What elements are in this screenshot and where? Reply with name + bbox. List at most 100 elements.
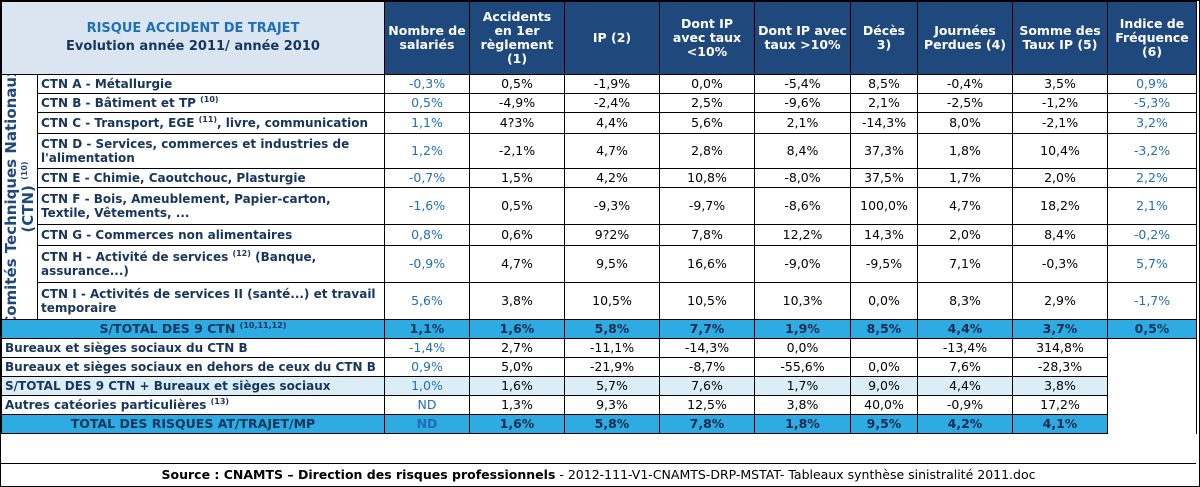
row-label-text: S/TOTAL DES 9 CTN + Bureaux et sièges so… <box>5 379 331 393</box>
table-cell: -14,3% <box>850 112 918 134</box>
table-cell: -1,7% <box>1107 282 1197 320</box>
table-cell: 0,5% <box>469 187 565 225</box>
table-cell: 18,2% <box>1012 187 1108 225</box>
table-cell: -28,3% <box>1012 357 1108 377</box>
table-cell: -0,4% <box>917 74 1013 94</box>
row-label: CTN I - Activités de services II (santé.… <box>37 282 385 320</box>
table-cell: 4,4% <box>917 376 1013 396</box>
table-cell: 9,3% <box>564 395 660 415</box>
table-cell: 5,0% <box>469 357 565 377</box>
table-cell: -8,7% <box>659 357 755 377</box>
table-cell: 7,8% <box>659 414 755 434</box>
table-cell: 1,2% <box>384 133 470 169</box>
table-cell: 0,8% <box>384 224 470 246</box>
col-header-accidents: Accidents en 1er règlement (1) <box>469 1 565 75</box>
table-cell: 1,3% <box>469 395 565 415</box>
row-label: CTN A - Métallurgie <box>37 74 385 94</box>
table-cell: 4,7% <box>469 245 565 283</box>
table-cell: 0,5% <box>469 74 565 94</box>
source-bold: Source : CNAMTS – Direction des risques … <box>161 467 556 482</box>
table-cell: 0,0% <box>850 282 918 320</box>
table-cell: 1,1% <box>384 319 470 339</box>
table-cell: 7,8% <box>659 224 755 246</box>
table-cell: -9,3% <box>564 187 660 225</box>
table-cell: -2,4% <box>564 93 660 113</box>
col-header-ip-gt10: Dont IP avec taux >10% <box>754 1 851 75</box>
table-cell: 2,1% <box>850 93 918 113</box>
table-cell: 14,3% <box>850 224 918 246</box>
table-title: RISQUE ACCIDENT DE TRAJET Evolution anné… <box>1 1 385 75</box>
row-label-text: CTN B - Bâtiment et TP <box>41 96 196 110</box>
table-cell: 0,0% <box>850 357 918 377</box>
row-label-text-cont: , livre, communication <box>217 116 369 130</box>
table-cell: 2,9% <box>1012 282 1108 320</box>
row-label: CTN H - Activité de services (12) (Banqu… <box>37 245 385 283</box>
col-header-indice: Indice de Fréquence (6) <box>1107 1 1197 75</box>
table-cell: -0,3% <box>1012 245 1108 283</box>
col-header-ip-lt10: Dont IP avec taux <10% <box>659 1 755 75</box>
table-cell: 1,5% <box>469 168 565 188</box>
table-cell: 9,5% <box>564 245 660 283</box>
table-cell: 7,7% <box>659 319 755 339</box>
table-cell: -2,1% <box>469 133 565 169</box>
table-cell: 8,4% <box>1012 224 1108 246</box>
table-cell: 7,6% <box>917 357 1013 377</box>
table-cell: 8,4% <box>754 133 851 169</box>
table-cell: 40,0% <box>850 395 918 415</box>
table-cell: 8,3% <box>917 282 1013 320</box>
row-label-text: CTN D - Services, commerces et industrie… <box>41 137 350 165</box>
table-cell: 2,1% <box>1107 187 1197 225</box>
table-cell: 1,8% <box>754 414 851 434</box>
risk-table: RISQUE ACCIDENT DE TRAJET Evolution anné… <box>1 1 1197 434</box>
title-line1: RISQUE ACCIDENT DE TRAJET <box>86 21 300 36</box>
row-label-text: CTN I - Activités de services II (santé.… <box>41 287 376 315</box>
table-cell: 2,2% <box>1107 168 1197 188</box>
row-label-text: CTN C - Transport, EGE <box>41 116 195 130</box>
table-cell: 2,1% <box>754 112 851 134</box>
row-label-text: CTN H - Activité de services <box>41 250 229 264</box>
table-row: CTN B - Bâtiment et TP (10) 0,5% -4,9% -2,4… <box>2 93 1197 113</box>
col-header-salaries: Nombre de salariés <box>384 1 470 75</box>
col-header-deces: Décès 3) <box>850 1 918 75</box>
row-label-text-cont: (Banque, assurance...) <box>41 250 317 278</box>
side-label-sup: (10) <box>19 161 29 180</box>
table-cell: 3,7% <box>1012 319 1108 339</box>
row-label-text: CTN G - Commerces non alimentaires <box>41 228 293 242</box>
title-line2: Evolution année 2011/ année 2010 <box>66 39 320 54</box>
row-label-text: Bureaux et sièges sociaux du CTN B <box>5 341 248 355</box>
table-cell: 1,6% <box>469 376 565 396</box>
table-row: CTN F - Bois, Ameublement, Papier-carton… <box>2 187 1197 225</box>
table-cell: 0,0% <box>754 338 851 358</box>
source-note: Source : CNAMTS – Direction des risques … <box>1 463 1196 485</box>
table-cell: -2,5% <box>917 93 1013 113</box>
side-label-line2: (CTN) (10) <box>19 76 37 319</box>
table-cell: -21,9% <box>564 357 660 377</box>
col-header-ip: IP (2) <box>564 1 660 75</box>
table-cell: 1,8% <box>917 133 1013 169</box>
row-label: S/TOTAL DES 9 CTN + Bureaux et sièges so… <box>1 376 385 396</box>
table-row: S/TOTAL DES 9 CTN + Bureaux et sièges so… <box>1 376 1197 396</box>
table-row: CTN D - Services, commerces et industrie… <box>2 133 1197 169</box>
table-cell: -1,9% <box>564 74 660 94</box>
side-label-line1: Comités Techniques Nationaux <box>1 74 20 320</box>
table-cell: 5,8% <box>564 319 660 339</box>
table-cell: 9?2% <box>564 224 660 246</box>
subtotal-row: S/TOTAL DES 9 CTN (10,11,12) 1,1% 1,6% 5,8%… <box>1 319 1197 339</box>
row-label: Bureaux et sièges sociaux en dehors de c… <box>1 357 385 377</box>
source-rest: - 2012-111-V1-CNAMTS-DRP-MSTAT- Tableaux… <box>555 467 1036 482</box>
table-cell: 7,6% <box>659 376 755 396</box>
table-cell: 3,5% <box>1012 74 1108 94</box>
table-cell: 10,5% <box>659 282 755 320</box>
table-cell: 10,3% <box>754 282 851 320</box>
table-cell: 10,8% <box>659 168 755 188</box>
table-cell: 5,7% <box>1107 245 1197 283</box>
table-cell: -0,7% <box>384 168 470 188</box>
table-cell: -55,6% <box>754 357 851 377</box>
table-cell: 0,5% <box>1107 319 1197 339</box>
table-cell: -0,2% <box>1107 224 1197 246</box>
table-cell: -8,6% <box>754 187 851 225</box>
table-cell: -3,2% <box>1107 133 1197 169</box>
table-cell: 12,5% <box>659 395 755 415</box>
table-cell: -13,4% <box>917 338 1013 358</box>
table-cell: 1,1% <box>384 112 470 134</box>
